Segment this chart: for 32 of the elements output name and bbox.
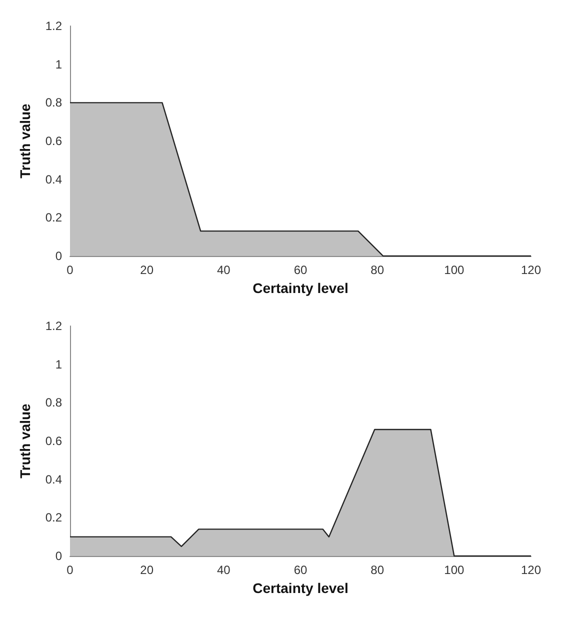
x-tick-label: 120 — [520, 263, 542, 277]
y-tick-label: 1 — [55, 357, 62, 372]
x-tick-label: 0 — [66, 263, 74, 277]
x-tick-label: 0 — [66, 563, 74, 577]
x-tick-label: 80 — [370, 563, 384, 577]
x-tick-label: 80 — [370, 263, 384, 277]
y-tick-label: 0 — [55, 549, 62, 563]
x-tick-label: 60 — [294, 563, 308, 577]
y-tick-label: 0.8 — [45, 396, 62, 410]
x-tick-label: 120 — [520, 563, 542, 577]
y-tick-label: 0.6 — [45, 434, 62, 448]
y-tick-label: 0 — [55, 249, 62, 263]
x-tick-label: 40 — [216, 563, 231, 577]
y-tick-label: 0.2 — [45, 510, 62, 525]
x-tick-label: 20 — [140, 263, 154, 277]
y-tick-label: 0.4 — [45, 172, 62, 186]
x-tick-label: 100 — [444, 263, 464, 277]
y-tick-label: 0.6 — [45, 134, 62, 148]
x-tick-label: 60 — [294, 263, 308, 277]
y-tick-label: 1.2 — [45, 319, 62, 333]
x-tick-label: 100 — [444, 563, 464, 577]
x-axis-title: Certainty level — [252, 580, 348, 596]
y-tick-label: 0.8 — [45, 96, 62, 110]
y-tick-label: 0.4 — [45, 472, 62, 486]
y-axis-title: Truth value — [17, 103, 33, 178]
x-axis-title: Certainty level — [252, 280, 348, 296]
x-tick-label: 40 — [216, 263, 231, 277]
y-tick-label: 0.2 — [45, 210, 62, 225]
y-axis-title: Truth value — [17, 403, 33, 478]
y-tick-label: 1.2 — [45, 19, 62, 33]
x-tick-label: 20 — [140, 563, 154, 577]
y-tick-label: 1 — [55, 57, 62, 72]
